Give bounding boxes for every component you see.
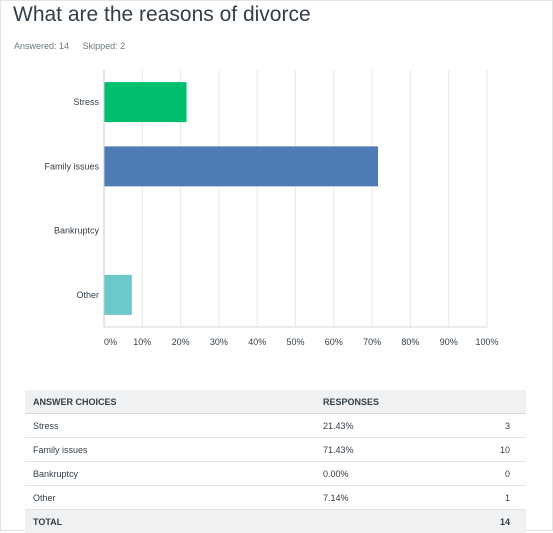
x-tick-label: 80% <box>401 337 419 347</box>
answer-choice: Stress <box>25 414 315 438</box>
x-tick-label: 40% <box>248 337 266 347</box>
table-row: Other 7.14% 1 <box>25 486 526 510</box>
question-title: What are the reasons of divorce <box>13 3 311 27</box>
answer-choice: Family issues <box>25 438 315 462</box>
x-tick-label: 10% <box>133 337 151 347</box>
response-count: 1 <box>437 486 526 510</box>
header-answer-choices: Answer Choices <box>25 390 315 414</box>
total-spacer <box>315 510 437 533</box>
table-header-row: Answer Choices Responses <box>25 390 526 414</box>
response-stats: Answered: 14 Skipped: 2 <box>14 41 136 51</box>
category-label: Stress <box>73 97 99 107</box>
responses-table: Answer Choices Responses Stress 21.43% 3… <box>25 390 526 533</box>
response-count: 3 <box>437 414 526 438</box>
total-row: Total 14 <box>25 510 526 533</box>
bar <box>105 82 187 122</box>
x-tick-label: 20% <box>172 337 190 347</box>
table-row: Stress 21.43% 3 <box>25 414 526 438</box>
response-count: 10 <box>437 438 526 462</box>
x-tick-label: 70% <box>363 337 381 347</box>
bar <box>105 275 132 315</box>
x-tick-label: 100% <box>475 337 498 347</box>
category-label: Bankruptcy <box>54 226 100 236</box>
response-percent: 21.43% <box>315 414 437 438</box>
x-tick-label: 50% <box>286 337 304 347</box>
bar-chart: Stress Family issues Bankruptcy Other 0% 10% 2… <box>0 65 553 365</box>
table-row: Family issues 71.43% 10 <box>25 438 526 462</box>
response-percent: 0.00% <box>315 462 437 486</box>
x-tick-label: 60% <box>325 337 343 347</box>
bar <box>105 146 379 186</box>
total-label: Total <box>25 510 315 533</box>
table-row: Bankruptcy 0.00% 0 <box>25 462 526 486</box>
response-count: 0 <box>437 462 526 486</box>
answer-choice: Bankruptcy <box>25 462 315 486</box>
response-percent: 71.43% <box>315 438 437 462</box>
category-label: Other <box>76 290 99 300</box>
x-tick-label: 30% <box>210 337 228 347</box>
header-responses: Responses <box>315 390 526 414</box>
category-label: Family issues <box>44 161 99 171</box>
total-count: 14 <box>437 510 526 533</box>
skipped-count: Skipped: 2 <box>83 41 126 51</box>
answered-count: Answered: 14 <box>14 41 69 51</box>
answer-choice: Other <box>25 486 315 510</box>
x-tick-label: 90% <box>440 337 458 347</box>
x-tick-label: 0% <box>104 337 117 347</box>
response-percent: 7.14% <box>315 486 437 510</box>
